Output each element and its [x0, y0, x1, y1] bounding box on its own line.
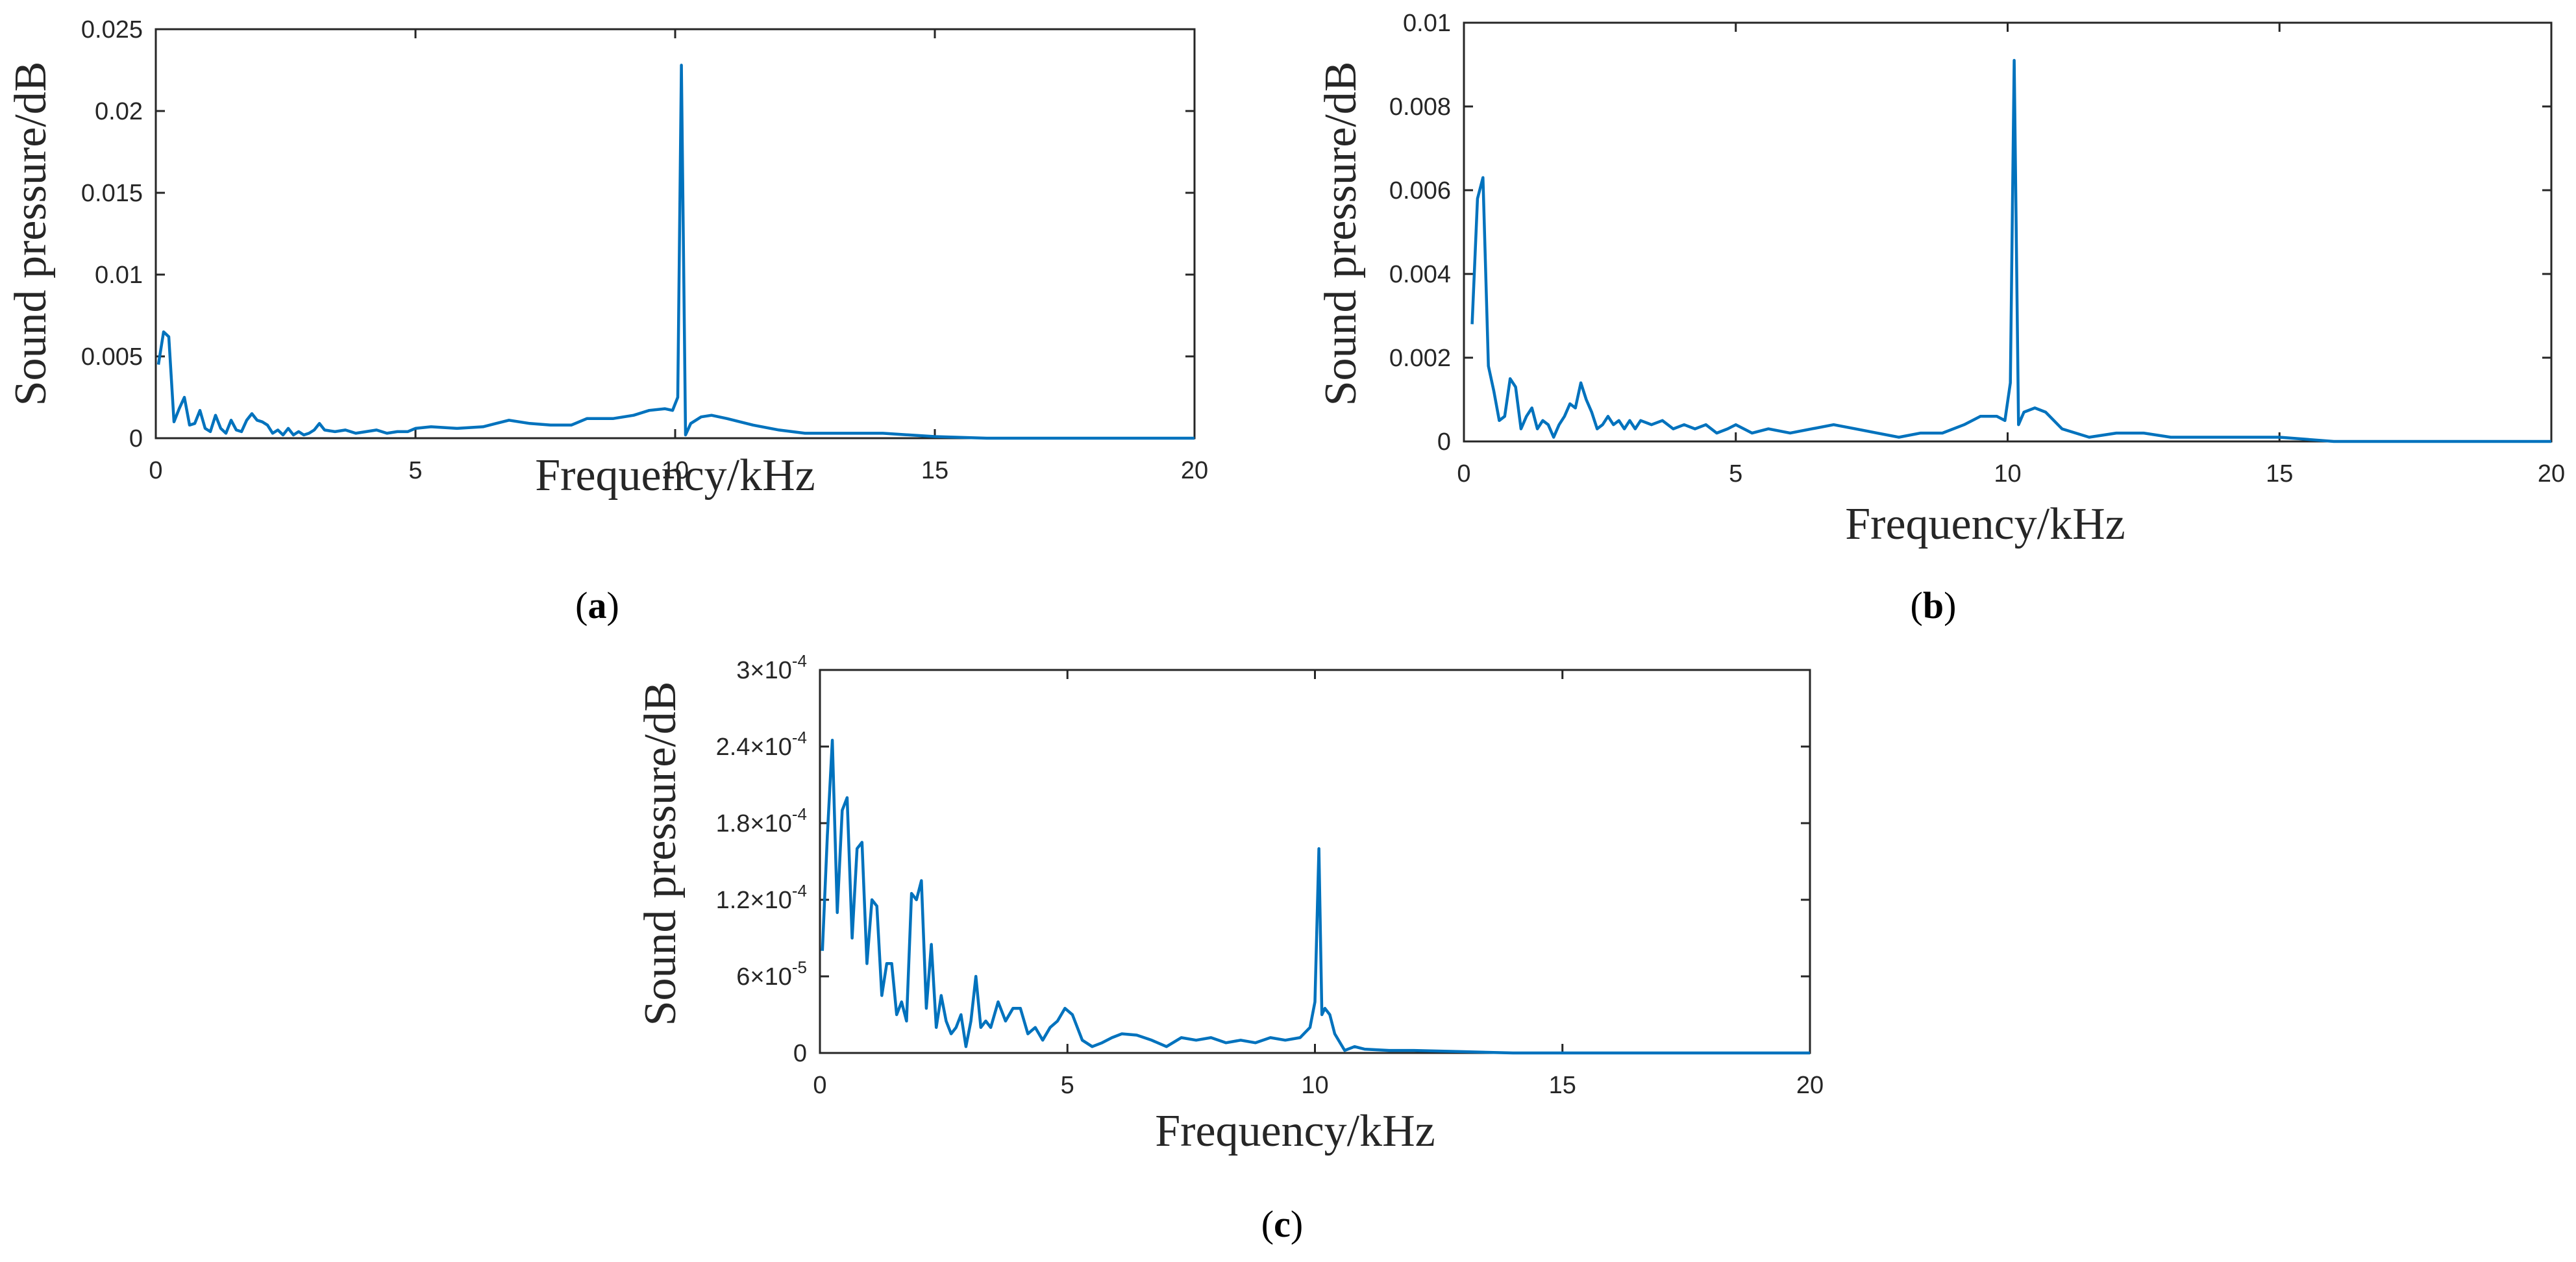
ytick-label: 1.2×10-4 — [716, 881, 807, 914]
xtick-label: 20 — [2538, 460, 2565, 488]
xtick-label: 0 — [1457, 460, 1470, 488]
xlabel-a: Frequency/kHz — [535, 451, 815, 501]
xtick-label: 20 — [1181, 457, 1208, 484]
xtick-label: 15 — [921, 457, 948, 484]
panel-label-b: (b) — [1911, 584, 1957, 626]
plot-frame-b — [1463, 21, 2553, 443]
xtick-label: 10 — [1994, 460, 2021, 488]
ytick-label: 3×10-4 — [736, 651, 807, 684]
panel-c: Sound pressure/dB Frequency/kHz (c) 0 5 10… — [636, 651, 1824, 1245]
xtick-label: 0 — [813, 1072, 826, 1099]
ylabel-a: Sound pressure/dB — [6, 62, 56, 406]
ylabel-b: Sound pressure/dB — [1316, 62, 1366, 406]
ytick-label: 0.008 — [1389, 93, 1451, 121]
xlabel-c: Frequency/kHz — [1155, 1106, 1435, 1156]
ytick-label: 2.4×10-4 — [716, 728, 807, 761]
series-line-c — [821, 738, 1810, 1055]
xtick-label: 15 — [1549, 1072, 1576, 1099]
panel-label-a: (a) — [575, 584, 619, 626]
ytick-label: 0.002 — [1389, 345, 1451, 372]
ytick-label: 0.005 — [81, 343, 143, 371]
panel-a: Sound pressure/dB Frequency/kHz (a) 0 5 10… — [6, 16, 1208, 626]
ytick-label: 0.006 — [1389, 177, 1451, 204]
ytick-label: 1.8×10-4 — [716, 804, 807, 837]
xtick-label: 15 — [2266, 460, 2293, 488]
xtick-label: 0 — [149, 457, 162, 484]
ytick-label: 0 — [793, 1040, 807, 1067]
ytick-label: 0.025 — [81, 16, 143, 43]
xtick-label: 20 — [1796, 1072, 1824, 1099]
xtick-label: 5 — [1061, 1072, 1074, 1099]
panel-label-c: (c) — [1261, 1203, 1303, 1245]
ytick-label: 0.015 — [81, 180, 143, 207]
ytick-label: 0 — [129, 425, 143, 452]
ytick-label: 0.01 — [1403, 10, 1451, 37]
ytick-label: 0.02 — [95, 98, 143, 125]
xlabel-b: Frequency/kHz — [1845, 499, 2125, 549]
xtick-label: 5 — [1729, 460, 1742, 488]
ylabel-c: Sound pressure/dB — [636, 682, 686, 1026]
ytick-label: 6×10-5 — [736, 958, 807, 991]
ytick-label: 0.01 — [95, 262, 143, 289]
series-line-b — [1470, 58, 2551, 443]
ytick-label: 0 — [1437, 428, 1451, 456]
xtick-label: 10 — [1301, 1072, 1328, 1099]
xtick-label: 5 — [408, 457, 422, 484]
plot-frame-a — [155, 28, 1196, 439]
panel-b: Sound pressure/dB Frequency/kHz (b) 0 5 10… — [1316, 10, 2565, 626]
ytick-label: 0.004 — [1389, 261, 1451, 288]
xtick-label: 10 — [662, 457, 689, 484]
series-line-a — [156, 64, 1195, 440]
